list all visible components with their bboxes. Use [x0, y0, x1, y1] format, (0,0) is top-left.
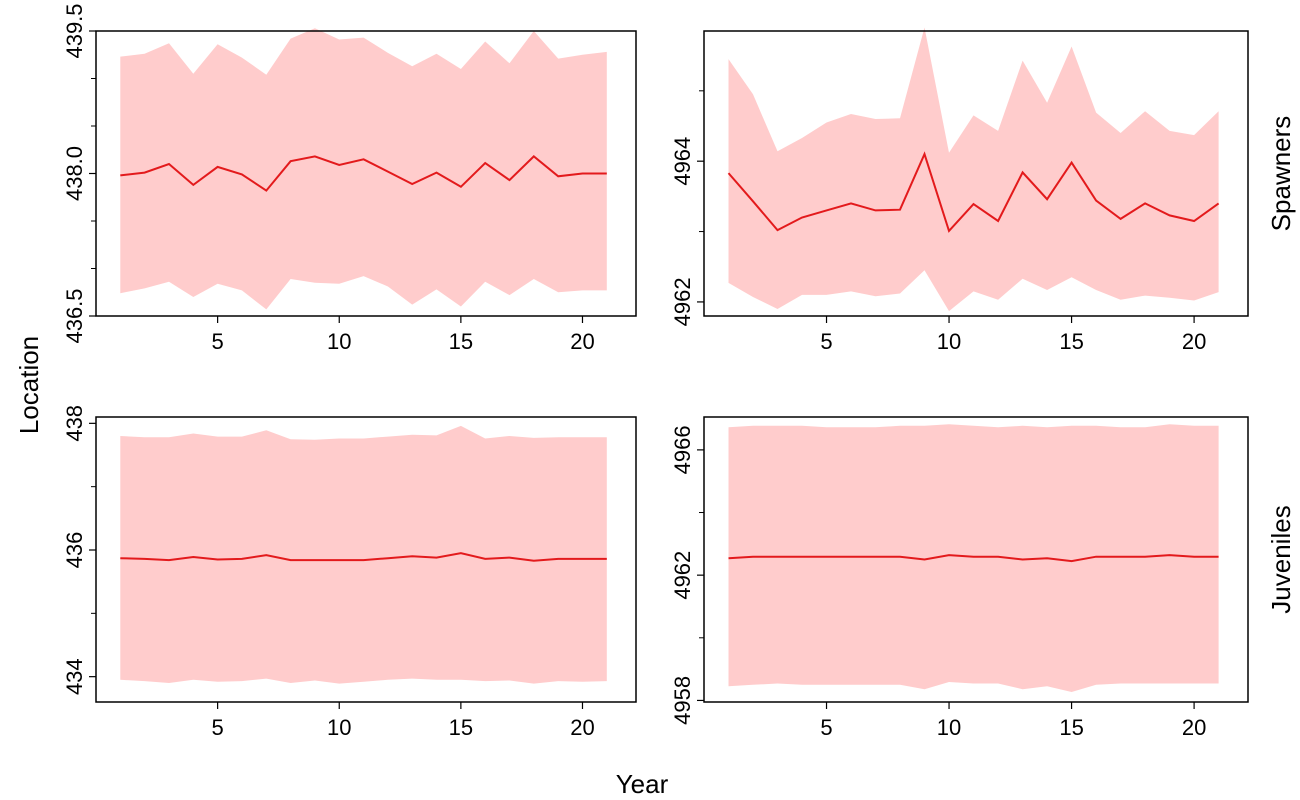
panel-4: 4958 4962 4966 5 10 15 20 Juveniles — [670, 416, 1296, 740]
y-tick-label: 4962 — [670, 551, 695, 600]
confidence-band — [728, 27, 1219, 312]
row-strip-label: Spawners — [1266, 116, 1296, 232]
x-tick-label: 15 — [1059, 329, 1083, 354]
x-tick-label: 10 — [937, 715, 961, 740]
x-tick-label: 15 — [449, 715, 473, 740]
panel-1: 436.5 438.0 439.5 5 10 15 20 — [62, 3, 637, 354]
mean-line — [727, 151, 1220, 233]
confidence-band — [120, 28, 607, 310]
x-tick-label: 5 — [211, 329, 223, 354]
mean-line — [728, 554, 1219, 563]
y-tick-label: 4958 — [670, 676, 695, 725]
y-tick-label: 4962 — [670, 277, 695, 326]
y-tick-label: 439.5 — [62, 3, 87, 58]
x-tick-label: 20 — [1182, 329, 1206, 354]
mean-line — [120, 155, 607, 192]
panel-frame — [95, 416, 637, 703]
x-tick-label: 10 — [327, 715, 351, 740]
x-tick-label: 5 — [211, 715, 223, 740]
y-tick-label: 438 — [62, 405, 87, 442]
y-axis-title: Location — [14, 336, 44, 434]
mean-line — [120, 552, 607, 562]
x-tick-label: 20 — [1182, 715, 1206, 740]
y-tick-label: 438.0 — [62, 146, 87, 201]
y-tick-label: 436.5 — [62, 288, 87, 343]
x-tick-label: 5 — [820, 715, 832, 740]
panel-frame — [703, 30, 1249, 317]
x-tick-label: 10 — [327, 329, 351, 354]
x-tick-label: 20 — [570, 329, 594, 354]
x-tick-label: 20 — [570, 715, 594, 740]
y-tick-label: 4966 — [670, 425, 695, 474]
panel-frame — [703, 416, 1249, 703]
x-tick-label: 15 — [449, 329, 473, 354]
panel-2: 4962 4964 5 10 15 20 Spawners — [670, 27, 1296, 354]
x-tick-label: 10 — [937, 329, 961, 354]
x-tick-label: 15 — [1059, 715, 1083, 740]
x-tick-label: 5 — [820, 329, 832, 354]
panel-3: 434 436 438 5 10 15 20 — [62, 405, 637, 740]
panels-layer: 436.5 438.0 439.5 5 10 15 20 4962 4964 5 10 15 20 Spa… — [62, 3, 1296, 740]
y-tick-label: 4964 — [670, 137, 695, 186]
y-tick-label: 436 — [62, 532, 87, 569]
x-axis-title: Year — [616, 769, 669, 799]
confidence-band — [728, 424, 1219, 692]
y-tick-label: 434 — [62, 658, 87, 695]
row-strip-label: Juveniles — [1266, 505, 1296, 613]
confidence-band — [120, 425, 607, 684]
